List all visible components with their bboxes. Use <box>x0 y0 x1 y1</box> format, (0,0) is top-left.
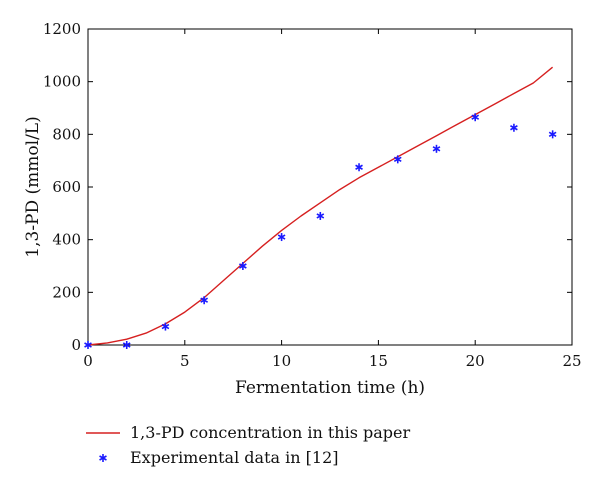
data-point <box>122 341 131 349</box>
data-point <box>471 113 480 122</box>
data-point <box>161 322 170 331</box>
data-point <box>239 262 247 270</box>
data-point <box>316 211 325 220</box>
plot-area <box>84 66 557 349</box>
y-tick-label: 0 <box>71 336 81 354</box>
plot-frame <box>87 28 573 346</box>
y-tick-label: 1200 <box>43 20 81 38</box>
x-tick-label: 5 <box>180 352 190 370</box>
x-tick-label: 0 <box>83 352 93 370</box>
data-point <box>432 144 441 153</box>
legend-entry-label: Experimental data in [12] <box>130 448 338 467</box>
legend-entry-label: 1,3-PD concentration in this paper <box>130 423 411 442</box>
data-point <box>355 163 363 172</box>
y-tick-label: 600 <box>52 178 81 196</box>
data-point <box>548 130 557 139</box>
data-point <box>200 296 209 305</box>
series-line-0 <box>87 66 554 346</box>
x-tick-label: 10 <box>272 352 291 370</box>
x-tick-label: 25 <box>562 352 581 370</box>
y-tick-label: 200 <box>52 283 81 301</box>
legend: 1,3-PD concentration in this paper Experi… <box>86 423 411 467</box>
x-axis-label: Fermentation time (h) <box>235 378 425 398</box>
data-point <box>393 155 402 164</box>
data-point <box>277 233 286 242</box>
x-tick-label: 15 <box>369 352 388 370</box>
y-axis: 0 200 400 600 800 1000 1200 <box>43 20 572 354</box>
y-tick-label: 1000 <box>43 73 81 91</box>
x-tick-label: 20 <box>466 352 485 370</box>
data-point <box>84 341 92 349</box>
y-tick-label: 400 <box>52 231 81 249</box>
x-axis: 0 5 10 15 20 25 <box>83 29 582 370</box>
y-tick-label: 800 <box>52 125 81 143</box>
y-axis-label: 1,3-PD (mmol/L) <box>23 116 43 257</box>
data-point <box>510 123 518 132</box>
legend-marker-swatch <box>99 454 107 462</box>
